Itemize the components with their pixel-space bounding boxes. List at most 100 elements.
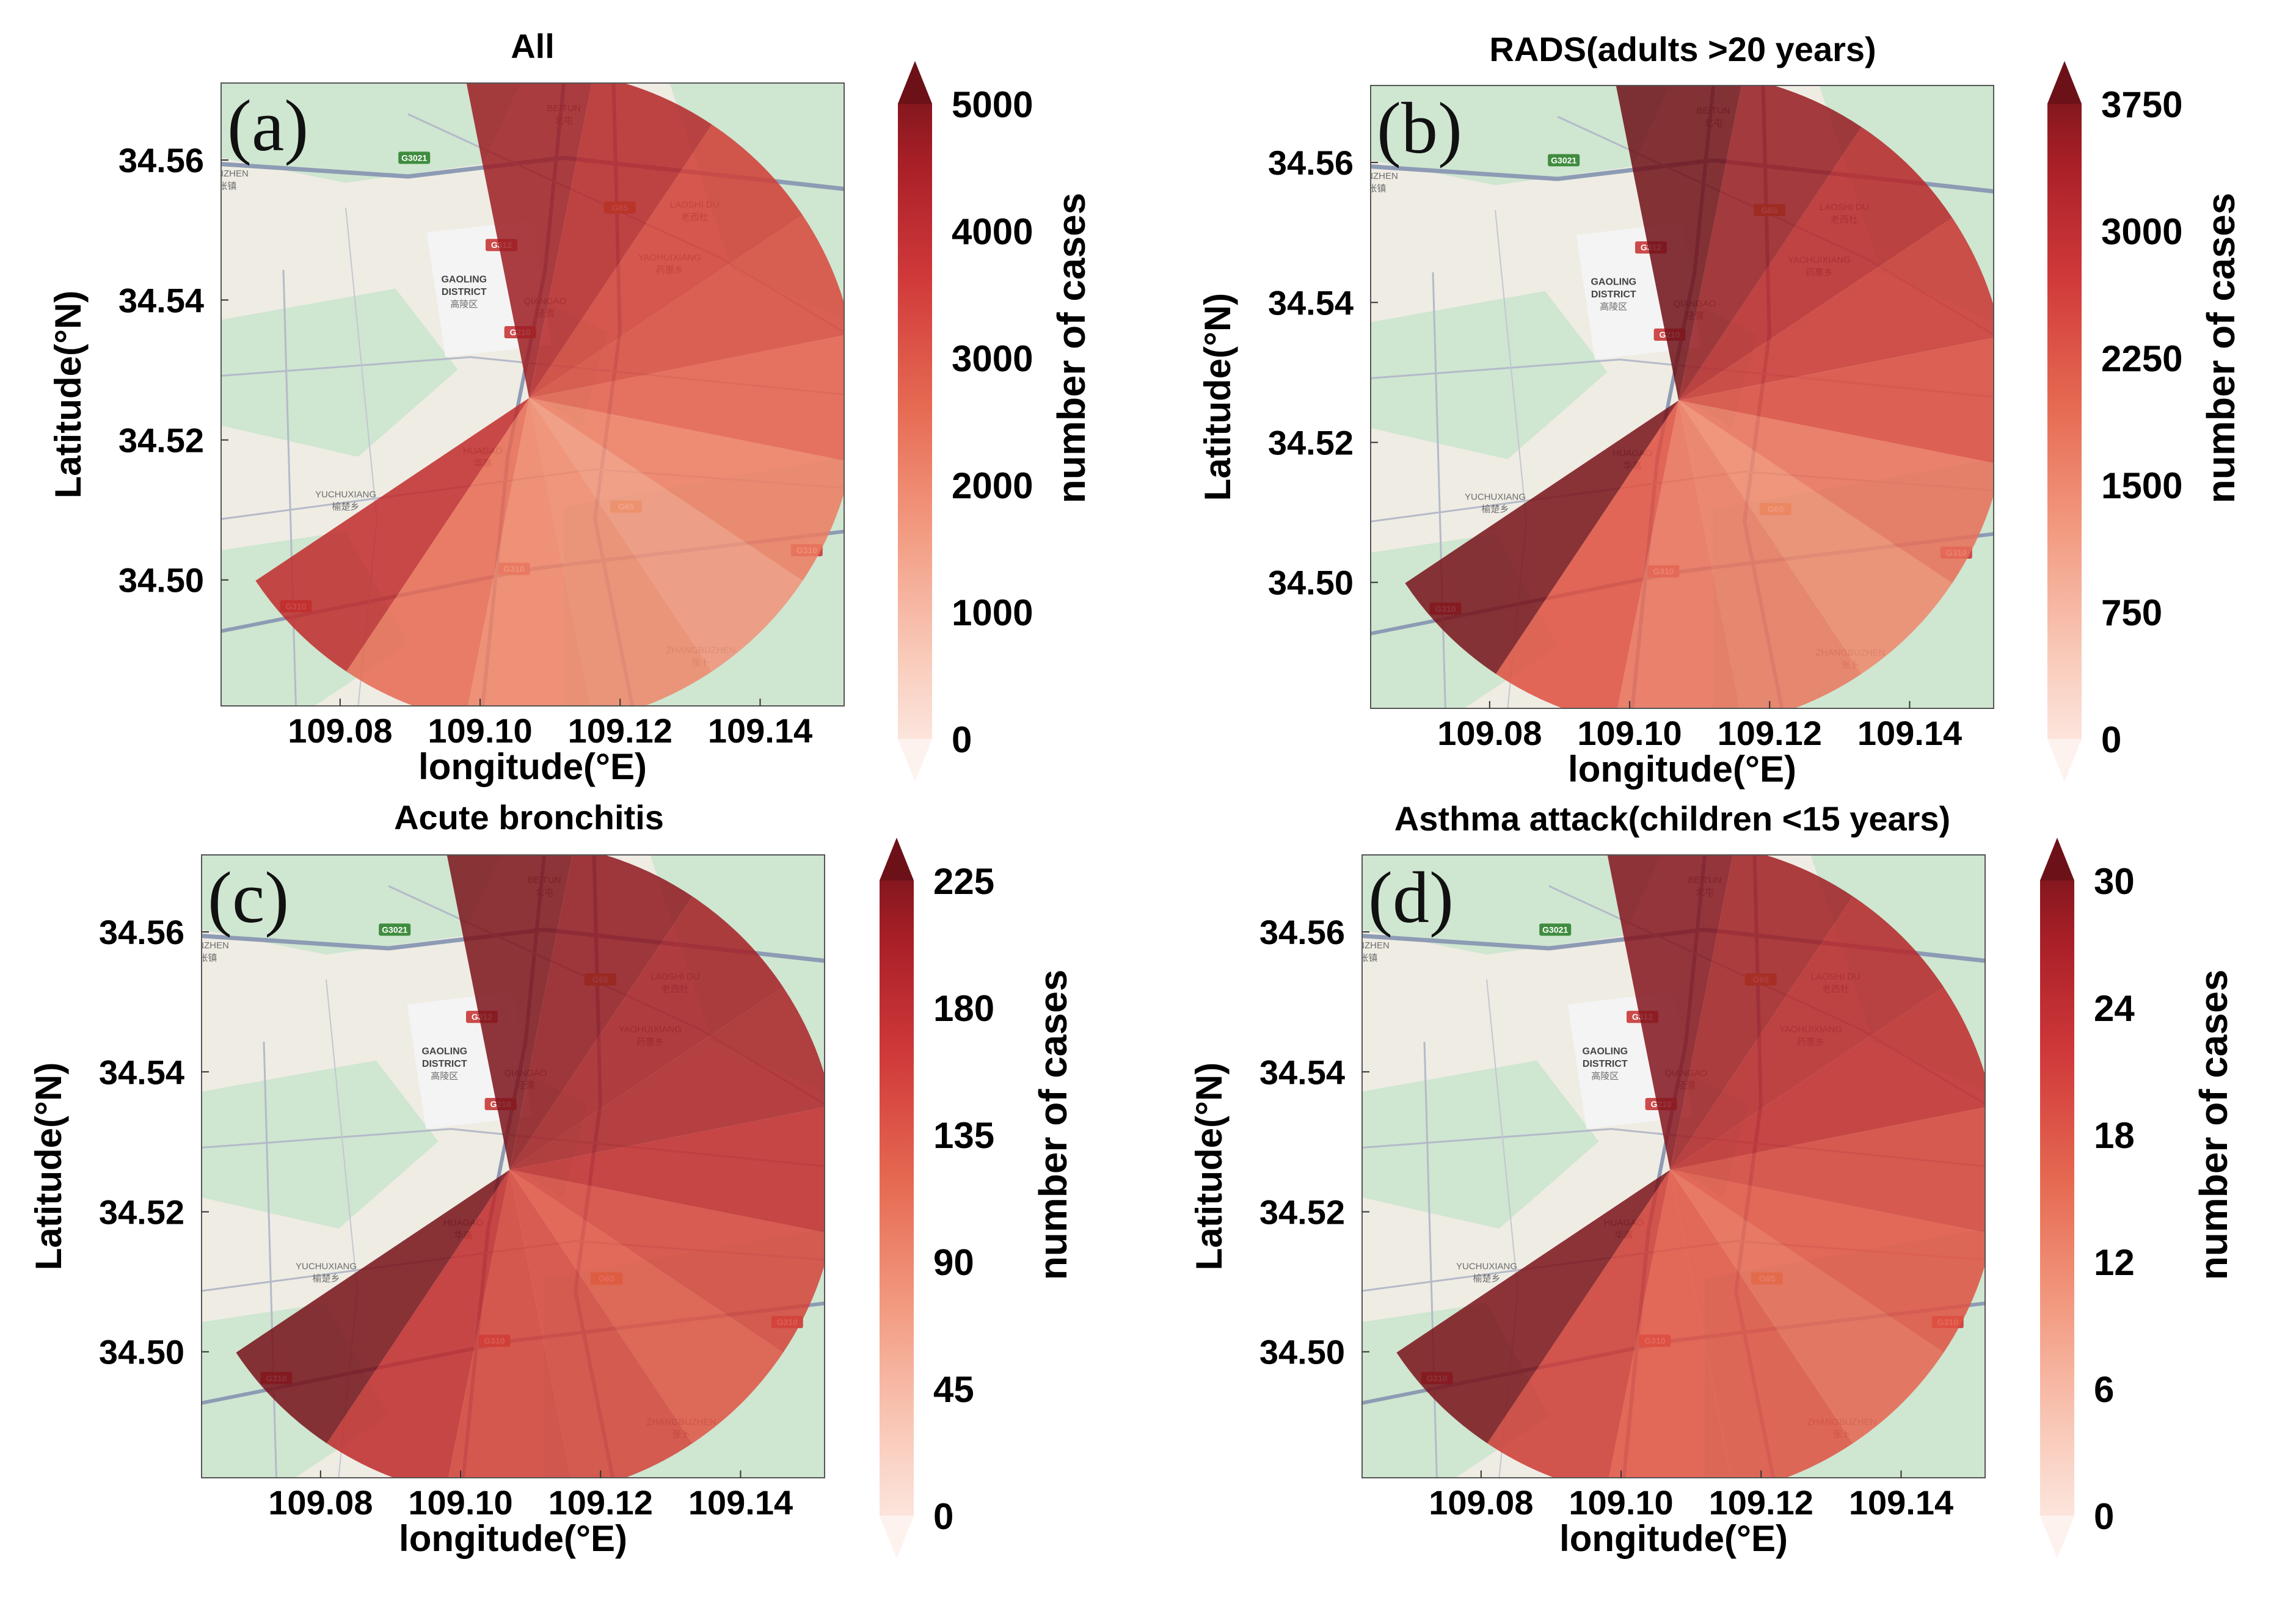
route-shield-label: G3021 <box>1542 925 1568 934</box>
place-label: 榆楚乡 <box>1481 504 1509 515</box>
y-axis-label: Latitude(°N) <box>48 291 89 499</box>
x-tick-label: 109.10 <box>428 711 532 750</box>
wedge-se <box>1678 400 1953 674</box>
y-tick-label: 34.50 <box>1259 1333 1345 1372</box>
panel-label: (d) <box>1368 857 1454 938</box>
wedge-n <box>446 855 572 1170</box>
x-tick-label: 109.08 <box>288 711 392 750</box>
wedge-ssw <box>327 1169 510 1478</box>
colorbar-tick-label: 1000 <box>952 592 1033 633</box>
route-shield-box <box>1539 923 1572 936</box>
x-tick-label: 109.12 <box>1709 1483 1813 1522</box>
colorbar-min-arrow <box>880 1516 914 1558</box>
place-label: GAOLING <box>421 1046 467 1056</box>
place-label: DISTRICT <box>442 287 487 297</box>
place-label: GAOLING <box>1591 277 1636 287</box>
colorbar-tick-label: 12 <box>2094 1242 2135 1283</box>
wedge-se <box>529 398 803 672</box>
colorbar-tick-label: 45 <box>933 1369 974 1410</box>
x-tick-label: 109.08 <box>268 1483 373 1522</box>
x-axis-label: longitude(°E) <box>399 1518 627 1559</box>
route-shield-box <box>1548 154 1580 167</box>
colorbar: 225 180 135 90 45 0 number of cases <box>880 838 1075 1558</box>
y-tick-label: 34.52 <box>1259 1193 1345 1231</box>
colorbar-tick-label: 24 <box>2094 988 2135 1029</box>
colorbar-tick-label: 18 <box>2094 1115 2135 1156</box>
wedge-ene <box>1678 217 1994 401</box>
route-shield-box <box>398 151 431 164</box>
route-shield: G3021 <box>398 151 431 164</box>
route-shield-label: G3021 <box>401 153 427 162</box>
colorbar-tick-label: 135 <box>933 1115 994 1156</box>
colorbar-ramp <box>2040 838 2074 1558</box>
map-frame <box>1361 854 1986 1478</box>
colorbar-ramp <box>2047 61 2082 782</box>
panel-d: G3021G312G210G310G310G310G65G65BEITUN北屯J… <box>1189 799 2236 1559</box>
route-shield: G3021 <box>1539 923 1572 936</box>
colorbar-tick-label: 3000 <box>2101 211 2182 252</box>
wedge-ene <box>1670 987 1985 1170</box>
colorbar-ramp <box>898 61 932 782</box>
place-label: JANZHEN <box>1356 171 1398 181</box>
place-label: 高陵区 <box>1591 1071 1619 1081</box>
colorbar-tick-label: 0 <box>2101 719 2121 760</box>
wedge-ne <box>1678 126 1953 401</box>
colorbar-tick-label: 1500 <box>2101 465 2182 506</box>
x-tick-label: 109.14 <box>708 711 812 750</box>
colorbar-ramp <box>880 838 914 1558</box>
colorbar-tick-label: 225 <box>933 861 994 902</box>
wedge-e <box>1670 1107 1985 1233</box>
panel-b: G3021G312G210G310G310G310G65G65BEITUN北屯J… <box>1197 30 2243 790</box>
wedge-sw <box>236 1169 510 1444</box>
green-area <box>221 83 520 183</box>
place-label: 榆楚乡 <box>1473 1274 1500 1284</box>
wedge-se <box>509 1169 784 1444</box>
wind-sector-wedges <box>1396 855 1985 1478</box>
road <box>1423 1041 1438 1478</box>
colorbar-label: number of cases <box>1049 193 1093 504</box>
wedge-ese <box>1670 1169 1985 1353</box>
x-tick-label: 109.10 <box>1569 1483 1673 1522</box>
panel-title: Acute bronchitis <box>394 798 664 837</box>
panel-a: G3021G312G210G310G310G310G65G65BEITUN北屯J… <box>48 27 1093 787</box>
green-area <box>1371 85 1670 186</box>
route-shield: G3021 <box>1548 154 1580 167</box>
colorbar-tick-label: 3750 <box>2101 84 2182 125</box>
road <box>263 1041 277 1478</box>
colorbar-tick-label: 2000 <box>952 465 1033 506</box>
place-label: 张镇 <box>1368 183 1386 194</box>
wedge-ene <box>529 215 844 398</box>
wedge-nne <box>529 83 712 398</box>
place-label: YUCHUXIANG <box>1456 1261 1517 1271</box>
road <box>1432 272 1446 708</box>
route-shield: G3021 <box>379 923 411 936</box>
green-area <box>221 288 458 457</box>
colorbar-label: number of cases <box>1031 970 1075 1281</box>
wind-sector-wedges <box>255 83 844 706</box>
colorbar-tick-label: 0 <box>933 1496 953 1537</box>
panel-title: All <box>511 27 555 65</box>
wedge-ne <box>509 896 784 1170</box>
colorbar-tick-label: 0 <box>952 719 972 760</box>
colorbar-min-arrow <box>2040 1516 2074 1558</box>
place-label: 榆楚乡 <box>332 502 359 512</box>
colorbar-max-arrow <box>898 61 932 104</box>
colorbar-max-arrow <box>2047 61 2082 104</box>
y-axis-label: Latitude(°N) <box>1197 293 1238 501</box>
colorbar-tick-label: 180 <box>933 988 994 1029</box>
wedge-e <box>509 1107 825 1233</box>
x-tick-label: 109.10 <box>408 1483 512 1522</box>
x-tick-label: 109.10 <box>1577 714 1682 752</box>
panel-title: Asthma attack(children <15 years) <box>1394 799 1950 838</box>
place-label: GAOLING <box>1582 1046 1628 1056</box>
place-label: YUCHUXIANG <box>1465 492 1526 502</box>
wind-sector-wedges <box>236 855 825 1478</box>
panel-label: (b) <box>1377 87 1462 169</box>
wedge-nne <box>1670 855 1853 1170</box>
x-tick-label: 109.14 <box>1849 1483 1953 1522</box>
colorbar-tick-label: 90 <box>933 1242 974 1283</box>
wedge-s <box>1617 400 1740 708</box>
wedge-n <box>1607 855 1733 1170</box>
wedge-e <box>1678 338 1994 463</box>
colorbar-min-arrow <box>2047 739 2082 782</box>
